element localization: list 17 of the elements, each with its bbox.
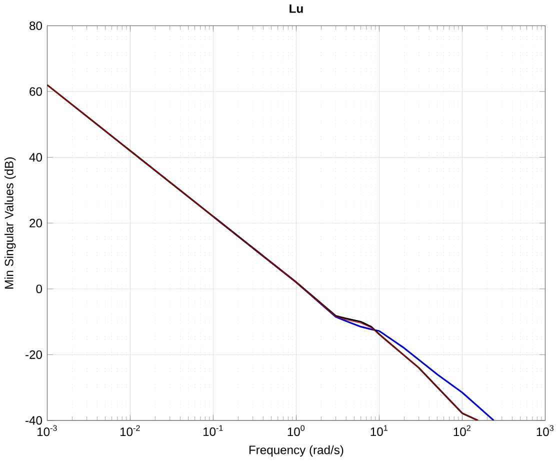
y-tick-label: 20	[30, 218, 42, 228]
x-axis-title: Frequency (rad/s)	[249, 445, 344, 457]
chart-title: Lu	[290, 4, 303, 13]
y-tick-label: -20	[26, 350, 42, 359]
y-tick-label: -40	[26, 416, 42, 425]
x-tick-label: 10$^{1}$	[370, 425, 388, 436]
x-tick-label: 10$^{-1}$	[204, 425, 223, 436]
y-axis-title: Min Singular Values (dB)	[4, 157, 16, 289]
x-tick-label: 10$^{2}$	[454, 425, 470, 436]
x-tick-label: 10$^{-2}$	[120, 425, 140, 436]
x-tick-label: 10$^{0}$	[288, 425, 305, 436]
x-tick-label: 10$^{3}$	[536, 425, 554, 436]
y-tick-label: 80	[30, 21, 42, 30]
x-tick-label: 10$^{-3}$	[38, 425, 57, 436]
y-tick-label: 0	[36, 284, 42, 294]
y-tick-label: 40	[29, 152, 42, 162]
y-tick-label: 60	[30, 87, 42, 96]
